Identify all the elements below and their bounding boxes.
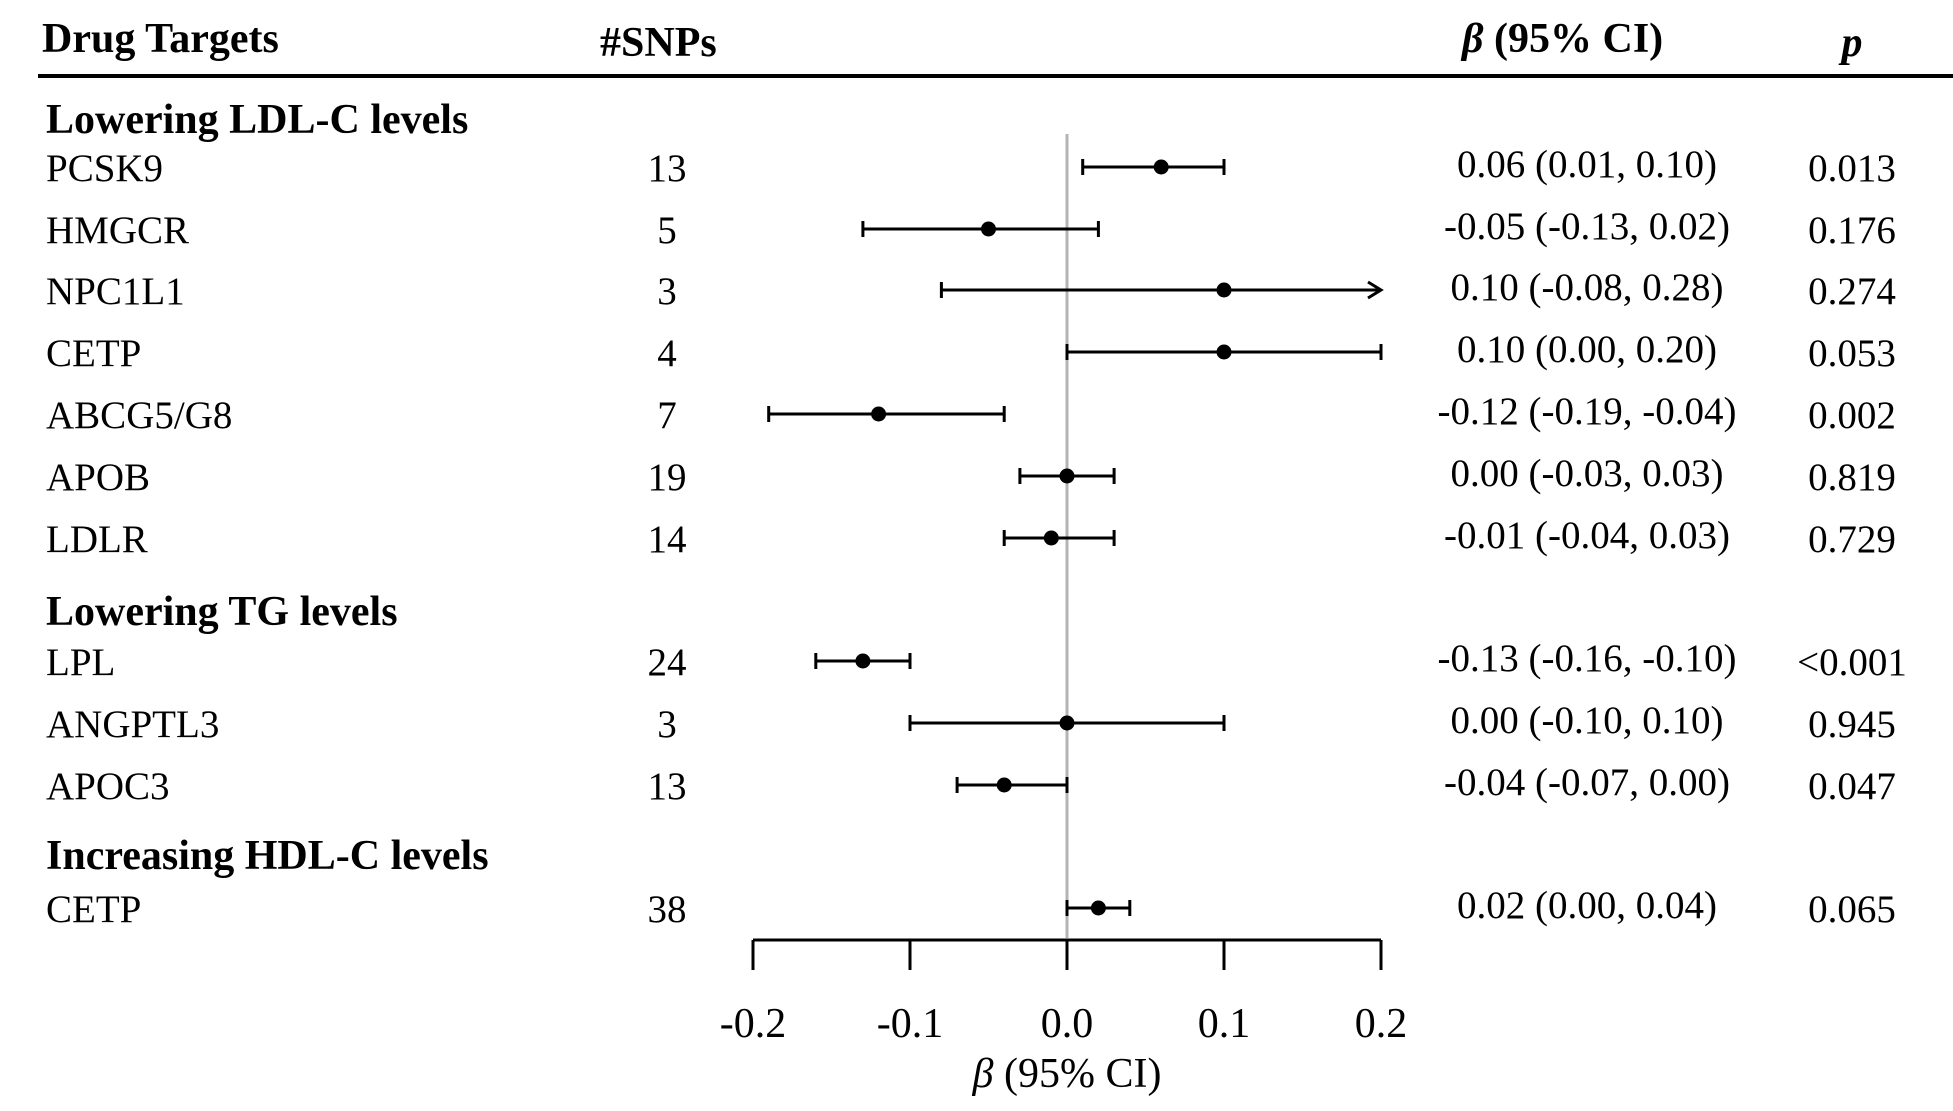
row-p-value: <0.001 (1797, 641, 1907, 684)
point-estimate (1216, 282, 1232, 298)
row-target-label: LDLR (46, 518, 148, 561)
row-target-label: CETP (46, 888, 141, 931)
row-snp-count: 5 (657, 209, 677, 252)
row-target-label: CETP (46, 332, 141, 375)
point-estimate (1059, 468, 1075, 484)
row-snp-count: 13 (648, 765, 687, 808)
x-tick-label: 0.1 (1198, 1001, 1251, 1047)
row-target-label: ABCG5/G8 (46, 394, 232, 437)
row-ci-text: 0.06 (0.01, 0.10) (1457, 143, 1717, 186)
row-target-label: NPC1L1 (46, 270, 185, 313)
row-ci-text: 0.02 (0.00, 0.04) (1457, 884, 1717, 927)
row-target-label: HMGCR (46, 209, 189, 252)
row-p-value: 0.013 (1808, 147, 1896, 190)
header-ci-text: (95% CI) (1484, 16, 1664, 62)
x-axis-label-beta: β (972, 1051, 994, 1097)
point-estimate (1059, 715, 1075, 731)
point-estimate (871, 406, 887, 422)
row-snp-count: 14 (648, 518, 687, 561)
row-p-value: 0.729 (1808, 518, 1896, 561)
row-ci-text: -0.12 (-0.19, -0.04) (1438, 390, 1737, 433)
row-target-label: APOB (46, 456, 150, 499)
row-target-label: PCSK9 (46, 147, 163, 190)
row-ci-text: 0.00 (-0.10, 0.10) (1451, 699, 1724, 742)
x-axis-label: β (95% CI) (972, 1051, 1162, 1097)
header-snps: #SNPs (600, 20, 717, 66)
group-title: Lowering LDL-C levels (46, 97, 468, 143)
point-estimate (996, 777, 1012, 793)
x-tick-label: -0.2 (720, 1001, 787, 1047)
row-p-value: 0.053 (1808, 332, 1896, 375)
row-ci-text: 0.00 (-0.03, 0.03) (1451, 452, 1724, 495)
point-estimate (1043, 530, 1059, 546)
row-ci-text: 0.10 (-0.08, 0.28) (1451, 266, 1724, 309)
row-p-value: 0.274 (1808, 270, 1896, 313)
row-snp-count: 24 (648, 641, 687, 684)
group-title: Lowering TG levels (46, 589, 398, 635)
point-estimate (855, 653, 871, 669)
ci-arrow-upper (1367, 280, 1384, 300)
row-snp-count: 4 (657, 332, 677, 375)
point-estimate (981, 221, 996, 237)
x-tick-label: -0.1 (877, 1001, 944, 1047)
row-snp-count: 38 (648, 888, 687, 931)
row-snp-count: 3 (657, 270, 677, 313)
row-ci-text: -0.01 (-0.04, 0.03) (1444, 514, 1730, 557)
header-beta-ci: β (95% CI) (1460, 16, 1663, 62)
row-ci-text: -0.13 (-0.16, -0.10) (1438, 637, 1737, 680)
point-estimate (1090, 900, 1106, 916)
row-p-value: 0.002 (1808, 394, 1896, 437)
x-tick-label: 0.0 (1041, 1001, 1094, 1047)
row-snp-count: 13 (648, 147, 687, 190)
row-target-label: LPL (46, 641, 115, 684)
x-tick-label: 0.2 (1355, 1001, 1408, 1047)
row-snp-count: 7 (657, 394, 677, 437)
row-ci-text: 0.10 (0.00, 0.20) (1457, 328, 1717, 371)
point-estimate (1216, 344, 1232, 360)
row-p-value: 0.819 (1808, 456, 1896, 499)
row-target-label: ANGPTL3 (46, 703, 219, 746)
header-beta-symbol: β (1460, 16, 1484, 62)
header-p: p (1839, 20, 1863, 66)
x-axis-label-text: (95% CI) (993, 1051, 1161, 1097)
row-ci-text: -0.04 (-0.07, 0.00) (1444, 761, 1730, 804)
row-ci-text: -0.05 (-0.13, 0.02) (1444, 205, 1730, 248)
row-p-value: 0.047 (1808, 765, 1896, 808)
row-snp-count: 19 (648, 456, 687, 499)
x-axis: -0.2 -0.1 0.0 0.1 0.2 (720, 938, 1408, 1047)
row-p-value: 0.065 (1808, 888, 1896, 931)
row-p-value: 0.176 (1808, 209, 1896, 252)
row-p-value: 0.945 (1808, 703, 1896, 746)
group-title: Increasing HDL-C levels (46, 833, 489, 879)
row-target-label: APOC3 (46, 765, 170, 808)
point-estimate (1153, 159, 1169, 175)
row-snp-count: 3 (657, 703, 677, 746)
header-drug-targets: Drug Targets (42, 16, 279, 62)
